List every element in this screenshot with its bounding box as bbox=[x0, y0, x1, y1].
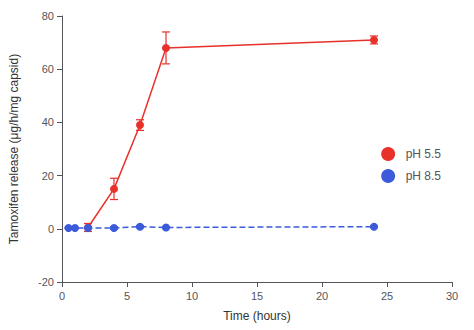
svg-text:20: 20 bbox=[42, 170, 54, 182]
svg-text:0: 0 bbox=[48, 223, 54, 235]
svg-text:80: 80 bbox=[42, 10, 54, 22]
svg-text:15: 15 bbox=[251, 290, 263, 302]
svg-text:20: 20 bbox=[316, 290, 328, 302]
svg-text:60: 60 bbox=[42, 63, 54, 75]
svg-text:25: 25 bbox=[381, 290, 393, 302]
svg-text:pH 8.5: pH 8.5 bbox=[406, 169, 442, 183]
svg-text:pH 5.5: pH 5.5 bbox=[406, 147, 442, 161]
svg-text:30: 30 bbox=[446, 290, 458, 302]
svg-text:10: 10 bbox=[186, 290, 198, 302]
svg-text:40: 40 bbox=[42, 116, 54, 128]
svg-text:Time (hours): Time (hours) bbox=[223, 309, 291, 323]
svg-text:-20: -20 bbox=[38, 276, 54, 288]
svg-text:0: 0 bbox=[59, 290, 65, 302]
svg-text:5: 5 bbox=[124, 290, 130, 302]
svg-text:Tamoxifen release (μg/h/mg cap: Tamoxifen release (μg/h/mg capsid) bbox=[7, 54, 21, 244]
